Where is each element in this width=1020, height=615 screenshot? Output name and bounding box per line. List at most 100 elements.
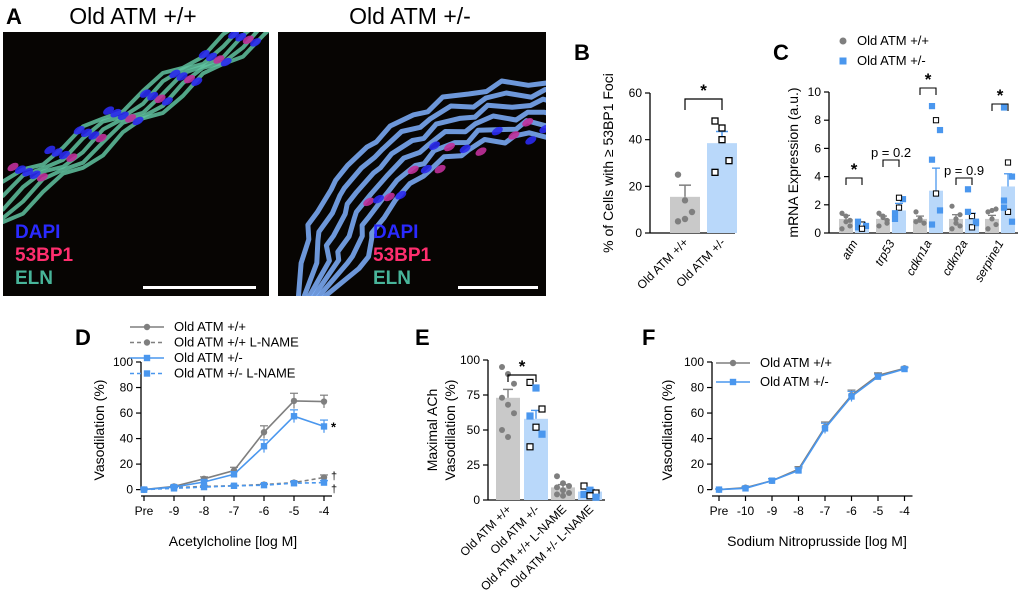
data-point (874, 373, 882, 380)
panel-label-a: A (6, 4, 22, 29)
data-point (957, 223, 963, 229)
cell-nucleus (132, 116, 144, 126)
data-point (260, 481, 268, 489)
data-point (1000, 204, 1008, 211)
data-point (532, 423, 540, 431)
x-tick-label: Pre (135, 504, 154, 518)
x-tick-label: -10 (737, 504, 755, 518)
data-point (968, 212, 976, 220)
cell-nucleus (161, 97, 173, 106)
legend-label: Old ATM +/- (174, 350, 243, 365)
legend-marker (143, 354, 151, 362)
data-point (742, 485, 749, 492)
cell-nucleus (66, 153, 78, 162)
data-point (320, 474, 328, 481)
cell-nucleus (522, 118, 534, 127)
data-point (715, 486, 723, 493)
data-point (505, 434, 511, 440)
cell-nucleus (95, 133, 107, 143)
data-point (554, 491, 560, 498)
cell-nucleus (434, 164, 446, 174)
legend-label: Old ATM +/+ (857, 33, 929, 48)
data-point (843, 219, 849, 225)
y-tick-label: 40 (120, 432, 134, 446)
data-point (260, 428, 268, 436)
stain-label-53bp1: 53BP1 (373, 245, 432, 266)
cell-nucleus (147, 91, 159, 101)
data-point (140, 486, 148, 493)
y-tick-label: 75 (467, 388, 481, 402)
data-point (895, 204, 903, 211)
legend-marker (729, 378, 737, 386)
cell-nucleus (373, 194, 384, 204)
cell-nucleus (444, 142, 455, 152)
cell-nucleus (176, 72, 188, 81)
data-point (876, 223, 882, 229)
elastin-fiber (3, 32, 269, 224)
legend-marker (839, 57, 847, 65)
data-point (200, 483, 208, 491)
data-point (526, 443, 534, 451)
stain-label-eln: ELN (15, 268, 53, 289)
y-axis-title-line1: Maximal ACh (424, 389, 440, 471)
y-tick-label: 0 (814, 226, 821, 240)
data-point (554, 484, 560, 491)
cell-nucleus (525, 136, 537, 145)
y-tick-label: 4 (814, 170, 821, 184)
data-point (953, 216, 959, 222)
x-tick-label: -7 (820, 504, 831, 518)
cell-nucleus (206, 52, 217, 62)
data-point (985, 226, 991, 232)
data-point (290, 413, 298, 420)
significance-annotation: * (851, 160, 858, 179)
y-tick-label: 20 (691, 457, 705, 471)
data-point (320, 479, 328, 486)
x-tick-label: -6 (846, 504, 857, 518)
y-tick-label: 0 (697, 483, 704, 497)
data-point (972, 218, 980, 225)
cell-nucleus (459, 144, 471, 154)
data-point (200, 478, 208, 486)
significance-bracket (845, 177, 863, 185)
data-point (681, 197, 689, 204)
y-tick-label: 80 (691, 381, 705, 395)
chart-f: 0 20 40 60 80 100 Pre -10 -9 -8 -7 -6 -5 -4 Old ATM +/… (659, 355, 913, 549)
legend-marker (143, 339, 151, 346)
elastin-fiber (3, 32, 231, 184)
data-point (839, 210, 845, 216)
cell-nucleus (429, 141, 440, 150)
data-point (985, 209, 991, 215)
x-tick-label: -8 (199, 504, 210, 518)
y-tick-label: 40 (629, 133, 643, 147)
y-axis-title-line2: Vasodilation (%) (442, 380, 458, 481)
x-tick-label: -4 (319, 504, 330, 518)
legend-marker (729, 359, 737, 367)
data-point (932, 190, 940, 197)
data-point (928, 103, 936, 110)
x-tick-label: -7 (229, 504, 240, 518)
x-axis-title: Sodium Nitroprusside [log M] (727, 533, 907, 549)
data-point (949, 203, 955, 209)
data-point (876, 210, 882, 216)
significance-bracket (507, 374, 537, 382)
cell-nucleus (51, 148, 63, 157)
data-point (847, 223, 853, 229)
y-axis-title: % of Cells with ≥ 53BP1 Foci (600, 73, 616, 253)
legend-label: Old ATM +/- (857, 53, 926, 68)
significance-bracket (955, 177, 973, 185)
data-point (711, 168, 719, 176)
data-point (499, 394, 505, 401)
significance-annotation: * (925, 70, 932, 89)
significance-star: * (519, 357, 526, 376)
stain-label-53bp1: 53BP1 (15, 245, 74, 266)
data-point (499, 364, 505, 370)
y-tick-label: 2 (814, 198, 821, 212)
x-tick-label: -5 (873, 504, 884, 518)
data-point (901, 365, 908, 373)
significance-dagger: † (331, 470, 337, 482)
legend-label: Old ATM +/+ (760, 355, 832, 370)
